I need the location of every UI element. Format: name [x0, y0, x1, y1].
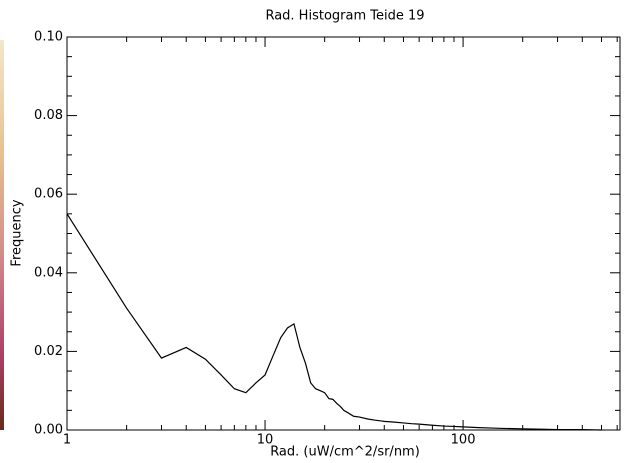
chart: Rad. Histogram Teide 19 Rad. (uW/cm^2/sr… [0, 0, 625, 463]
y-tick-label: 0.10 [34, 30, 63, 45]
x-tick-label: 10 [257, 433, 274, 448]
y-axis-label: Frequency [10, 199, 25, 266]
y-tick-label: 0.04 [34, 265, 63, 280]
data-line [67, 214, 602, 430]
chart-title: Rad. Histogram Teide 19 [265, 9, 424, 24]
x-tick-label: 1 [63, 433, 71, 448]
y-tick-label: 0.08 [34, 108, 63, 123]
y-tick-label: 0.02 [34, 344, 63, 359]
y-tick-label: 0.00 [34, 423, 63, 438]
x-tick-label: 100 [451, 433, 476, 448]
colorbar-fragment [0, 40, 4, 430]
x-axis-label: Rad. (uW/cm^2/sr/nm) [270, 445, 420, 460]
y-tick-label: 0.06 [34, 187, 63, 202]
plot-frame [67, 37, 620, 430]
